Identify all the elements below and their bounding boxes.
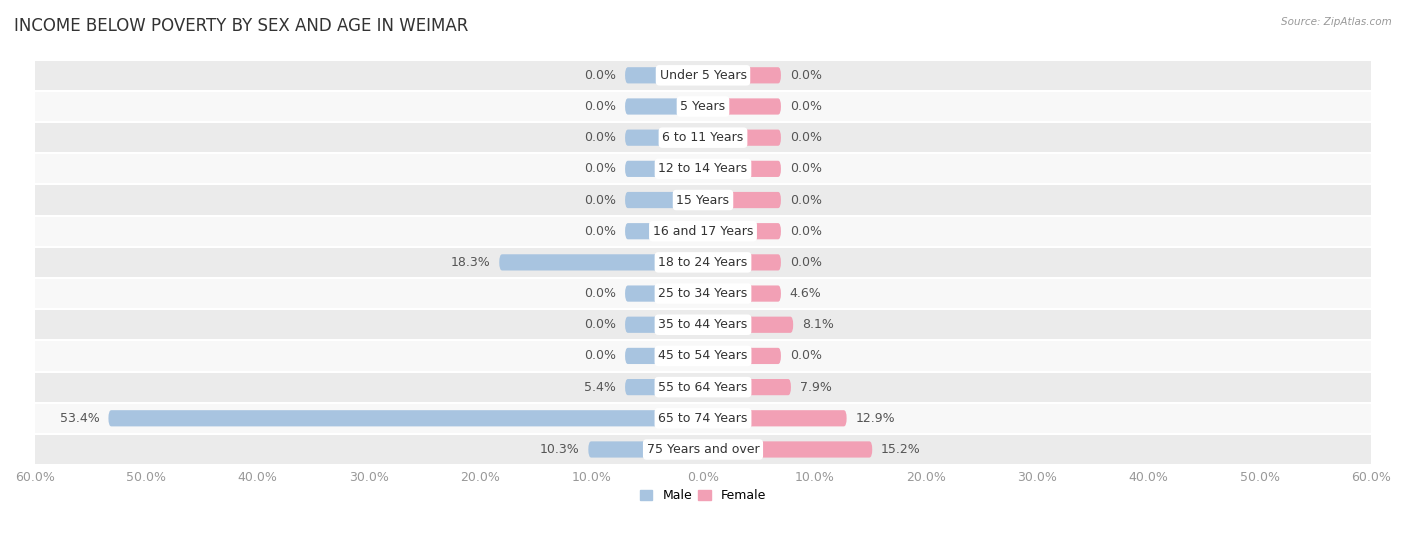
FancyBboxPatch shape xyxy=(626,192,703,208)
Text: 0.0%: 0.0% xyxy=(583,131,616,144)
Bar xyxy=(35,184,1371,216)
Text: 0.0%: 0.0% xyxy=(790,193,823,206)
Text: 7.9%: 7.9% xyxy=(800,381,832,394)
FancyBboxPatch shape xyxy=(626,223,703,239)
Text: 10.3%: 10.3% xyxy=(540,443,579,456)
Text: 12 to 14 Years: 12 to 14 Years xyxy=(658,162,748,176)
Bar xyxy=(35,309,1371,340)
Legend: Male, Female: Male, Female xyxy=(636,485,770,508)
Text: 0.0%: 0.0% xyxy=(790,131,823,144)
FancyBboxPatch shape xyxy=(703,379,792,395)
Text: 12.9%: 12.9% xyxy=(855,412,896,425)
Bar xyxy=(35,278,1371,309)
FancyBboxPatch shape xyxy=(703,442,872,458)
FancyBboxPatch shape xyxy=(626,348,703,364)
Text: 0.0%: 0.0% xyxy=(583,100,616,113)
Text: 0.0%: 0.0% xyxy=(583,225,616,238)
Text: 0.0%: 0.0% xyxy=(790,225,823,238)
FancyBboxPatch shape xyxy=(703,192,780,208)
FancyBboxPatch shape xyxy=(703,223,780,239)
FancyBboxPatch shape xyxy=(703,67,780,83)
Text: INCOME BELOW POVERTY BY SEX AND AGE IN WEIMAR: INCOME BELOW POVERTY BY SEX AND AGE IN W… xyxy=(14,17,468,35)
Text: 0.0%: 0.0% xyxy=(583,193,616,206)
Text: 0.0%: 0.0% xyxy=(790,162,823,176)
Text: 53.4%: 53.4% xyxy=(60,412,100,425)
FancyBboxPatch shape xyxy=(626,98,703,115)
Bar xyxy=(35,91,1371,122)
Bar xyxy=(35,340,1371,372)
Text: 75 Years and over: 75 Years and over xyxy=(647,443,759,456)
Bar xyxy=(35,60,1371,91)
Text: 0.0%: 0.0% xyxy=(583,349,616,362)
Text: 18.3%: 18.3% xyxy=(450,256,491,269)
Bar xyxy=(35,122,1371,153)
Text: 16 and 17 Years: 16 and 17 Years xyxy=(652,225,754,238)
FancyBboxPatch shape xyxy=(703,161,780,177)
FancyBboxPatch shape xyxy=(588,442,703,458)
Text: 5 Years: 5 Years xyxy=(681,100,725,113)
Text: 25 to 34 Years: 25 to 34 Years xyxy=(658,287,748,300)
Text: 0.0%: 0.0% xyxy=(790,256,823,269)
FancyBboxPatch shape xyxy=(703,254,780,271)
Text: 45 to 54 Years: 45 to 54 Years xyxy=(658,349,748,362)
FancyBboxPatch shape xyxy=(626,130,703,146)
Text: Under 5 Years: Under 5 Years xyxy=(659,69,747,82)
Bar xyxy=(35,153,1371,184)
Text: 0.0%: 0.0% xyxy=(583,318,616,331)
FancyBboxPatch shape xyxy=(703,348,780,364)
Text: 0.0%: 0.0% xyxy=(583,162,616,176)
FancyBboxPatch shape xyxy=(499,254,703,271)
Text: 5.4%: 5.4% xyxy=(585,381,616,394)
Text: 15 Years: 15 Years xyxy=(676,193,730,206)
FancyBboxPatch shape xyxy=(626,67,703,83)
FancyBboxPatch shape xyxy=(703,410,846,427)
Text: 0.0%: 0.0% xyxy=(790,100,823,113)
Text: 0.0%: 0.0% xyxy=(583,287,616,300)
Text: Source: ZipAtlas.com: Source: ZipAtlas.com xyxy=(1281,17,1392,27)
Text: 6 to 11 Years: 6 to 11 Years xyxy=(662,131,744,144)
Bar xyxy=(35,434,1371,465)
Bar xyxy=(35,247,1371,278)
Bar xyxy=(35,216,1371,247)
FancyBboxPatch shape xyxy=(626,316,703,333)
FancyBboxPatch shape xyxy=(703,130,780,146)
FancyBboxPatch shape xyxy=(703,286,780,302)
Text: 0.0%: 0.0% xyxy=(583,69,616,82)
Text: 35 to 44 Years: 35 to 44 Years xyxy=(658,318,748,331)
FancyBboxPatch shape xyxy=(626,161,703,177)
FancyBboxPatch shape xyxy=(108,410,703,427)
Text: 8.1%: 8.1% xyxy=(801,318,834,331)
Bar xyxy=(35,372,1371,402)
FancyBboxPatch shape xyxy=(703,316,793,333)
Text: 65 to 74 Years: 65 to 74 Years xyxy=(658,412,748,425)
FancyBboxPatch shape xyxy=(626,286,703,302)
Text: 15.2%: 15.2% xyxy=(882,443,921,456)
Text: 18 to 24 Years: 18 to 24 Years xyxy=(658,256,748,269)
Text: 0.0%: 0.0% xyxy=(790,349,823,362)
Text: 0.0%: 0.0% xyxy=(790,69,823,82)
Bar xyxy=(35,402,1371,434)
Text: 55 to 64 Years: 55 to 64 Years xyxy=(658,381,748,394)
Text: 4.6%: 4.6% xyxy=(790,287,821,300)
FancyBboxPatch shape xyxy=(626,379,703,395)
FancyBboxPatch shape xyxy=(703,98,780,115)
